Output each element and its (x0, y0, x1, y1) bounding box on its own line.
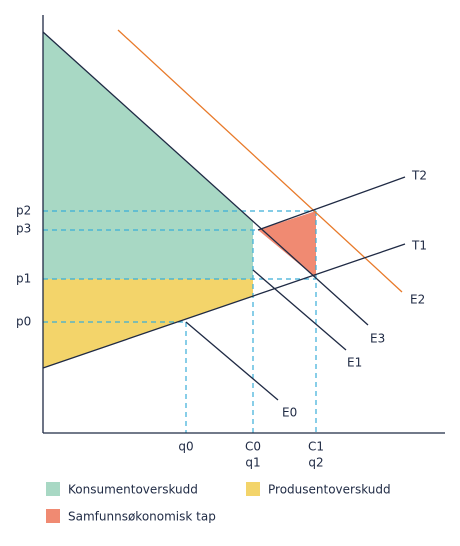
curve-label: E1 (347, 356, 362, 370)
producer-surplus (43, 279, 253, 368)
curve-t2 (257, 176, 406, 231)
curve-e2 (117, 29, 403, 293)
legend-swatch (46, 482, 60, 496)
legend-label: Produsentoverskudd (268, 483, 391, 497)
quantity-label: q0 (178, 440, 193, 454)
legend-swatch (246, 482, 260, 496)
legend-label: Samfunnsøkonomisk tap (68, 510, 216, 524)
price-label: p1 (16, 272, 31, 286)
curve-label: T2 (411, 169, 427, 183)
curve-t1 (42, 243, 406, 369)
guides (43, 210, 317, 433)
curve-e1 (252, 269, 347, 351)
price-label: p2 (16, 204, 31, 218)
quantity-label: q2 (308, 456, 323, 470)
quantity-label: q1 (245, 456, 260, 470)
legend-swatch (46, 509, 60, 523)
legend-label: Konsumentoverskudd (68, 483, 198, 497)
price-label: p0 (16, 315, 31, 329)
curve-demand (42, 31, 369, 326)
quantity-label: C0 (245, 440, 261, 454)
curve-label: E0 (282, 406, 297, 420)
deadweight-loss (258, 211, 316, 278)
curve-label: E2 (410, 293, 425, 307)
curve-label: T1 (411, 239, 427, 253)
quantity-label: C1 (308, 440, 324, 454)
curve-e0 (185, 321, 279, 401)
consumer-surplus (43, 32, 253, 279)
curve-label: E3 (370, 332, 385, 346)
price-label: p3 (16, 222, 31, 236)
